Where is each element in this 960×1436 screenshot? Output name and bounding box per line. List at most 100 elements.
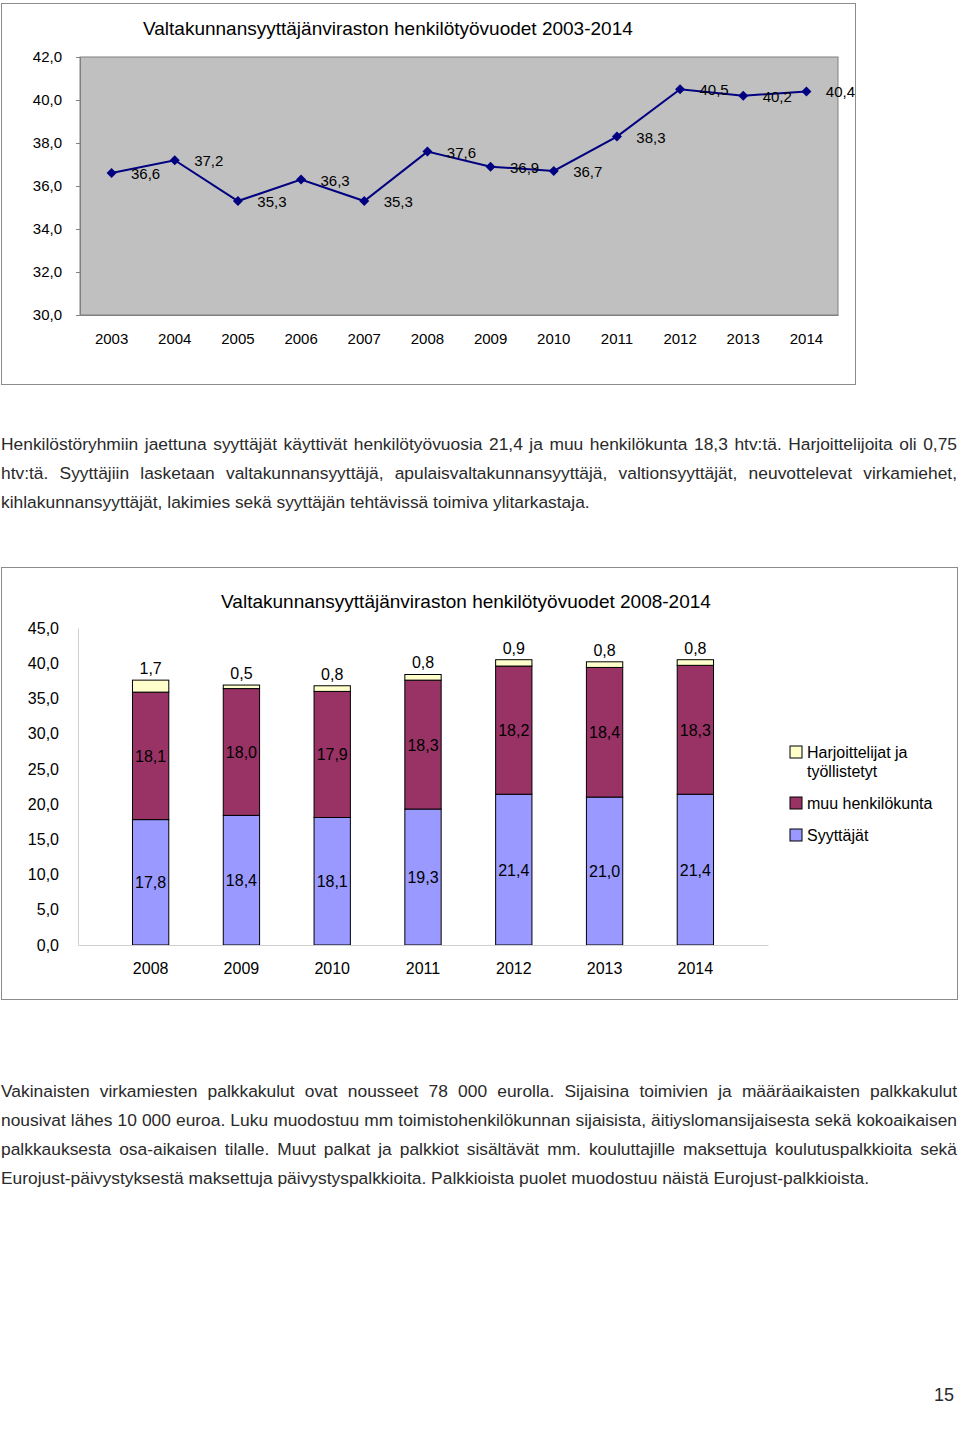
bar-segment — [132, 692, 168, 820]
x-tick-label: 2009 — [224, 960, 260, 977]
x-tick-label: 2006 — [284, 330, 317, 347]
x-axis-line — [81, 315, 839, 316]
x-tick: 2003 — [95, 315, 128, 347]
x-tick: 2014 — [678, 945, 714, 977]
legend-label: Harjoittelijat jatyöllistetyt — [807, 744, 908, 780]
x-axis: 2008200920102011201220132014 — [79, 945, 769, 977]
x-tick: 2009 — [474, 315, 507, 347]
bar-segment — [405, 680, 441, 809]
data-point — [612, 132, 622, 142]
y-tick-mark — [76, 315, 80, 316]
x-tick-label: 2009 — [474, 330, 507, 347]
data-line — [112, 89, 807, 201]
x-tick: 2004 — [158, 315, 191, 347]
y-tick-label: 40,0 — [28, 655, 59, 672]
y-tick-mark — [76, 143, 80, 144]
bar-segment — [314, 817, 350, 945]
data-label: 17,9 — [317, 746, 348, 763]
y-tick: 42,0 — [33, 48, 80, 65]
paragraph: Henkilöstöryhmiin jaettuna syyttäjät käy… — [1, 430, 957, 517]
line-chart: Valtakunnansyyttäjänviraston henkilötyöv… — [2, 4, 856, 385]
legend-item: muu henkilökunta — [790, 795, 933, 812]
data-label: 21,0 — [589, 863, 620, 880]
bar-segment — [314, 686, 350, 692]
data-point — [107, 168, 117, 178]
bar-segment — [223, 689, 259, 816]
x-tick-label: 2013 — [587, 960, 623, 977]
y-tick-label: 30,0 — [28, 725, 59, 742]
bar-segment — [223, 815, 259, 945]
y-tick: 20,0 — [28, 796, 78, 813]
bar-segment — [405, 674, 441, 680]
bar-segment — [677, 660, 713, 666]
legend-item: Syyttäjät — [790, 827, 869, 844]
y-tick-label: 30,0 — [33, 306, 62, 323]
bar-segment — [496, 666, 532, 794]
data-point — [233, 196, 243, 206]
x-tick: 2012 — [496, 945, 532, 977]
data-label: 36,6 — [131, 165, 160, 182]
y-tick-label: 25,0 — [28, 761, 59, 778]
y-tick-mark — [76, 272, 80, 273]
chart-frame — [2, 4, 856, 385]
y-tick: 35,0 — [28, 690, 78, 707]
y-tick-label: 32,0 — [33, 263, 62, 280]
chart-title: Valtakunnansyyttäjänviraston henkilötyöv… — [221, 591, 711, 612]
x-tick: 2011 — [406, 945, 441, 977]
legend-swatch — [790, 829, 802, 841]
data-point — [675, 84, 685, 94]
data-point — [486, 162, 496, 172]
bar-segment — [586, 797, 622, 945]
x-tick-label: 2008 — [411, 330, 444, 347]
data-label: 18,3 — [407, 737, 438, 754]
y-axis: 30,032,034,036,038,040,042,0 — [33, 48, 81, 323]
x-tick-label: 2005 — [221, 330, 254, 347]
data-label: 38,3 — [636, 129, 665, 146]
data-label: 21,4 — [498, 862, 529, 879]
x-tick-label: 2011 — [406, 960, 441, 977]
x-tick-label: 2004 — [158, 330, 191, 347]
y-tick-label: 40,0 — [33, 91, 62, 108]
x-tick: 2013 — [727, 315, 760, 347]
x-tick: 2008 — [133, 945, 169, 977]
y-tick-label: 20,0 — [28, 796, 59, 813]
x-tick: 2008 — [411, 315, 444, 347]
y-tick-label: 45,0 — [28, 620, 59, 637]
data-point — [170, 155, 180, 165]
y-tick: 30,0 — [33, 306, 80, 323]
bar-segment — [132, 680, 168, 692]
chart-frame — [2, 568, 958, 1000]
data-label: 0,8 — [684, 640, 706, 657]
y-tick-label: 15,0 — [28, 831, 59, 848]
legend-label: muu henkilökunta — [807, 795, 933, 812]
data-label: 1,7 — [140, 660, 162, 677]
y-tick-label: 36,0 — [33, 177, 62, 194]
data-label: 36,7 — [573, 163, 602, 180]
y-tick-label: 38,0 — [33, 134, 62, 151]
data-label: 18,1 — [317, 873, 348, 890]
x-tick: 2014 — [790, 315, 823, 347]
plot-marks — [132, 660, 713, 945]
legend-item: Harjoittelijat jatyöllistetyt — [790, 744, 908, 780]
plot-area — [80, 57, 838, 315]
y-tick-label: 10,0 — [28, 866, 59, 883]
data-label: 17,8 — [135, 874, 166, 891]
bar-segment — [586, 662, 622, 668]
page-number: 15 — [934, 1385, 954, 1406]
x-tick-label: 2003 — [95, 330, 128, 347]
data-labels: 17,818,418,119,321,421,021,418,118,017,9… — [135, 640, 711, 892]
y-tick-mark — [76, 100, 80, 101]
x-tick: 2012 — [663, 315, 696, 347]
data-label: 40,2 — [763, 88, 792, 105]
data-label: 18,3 — [680, 722, 711, 739]
y-axis-line — [78, 629, 79, 946]
plot-marks — [107, 84, 812, 206]
data-label: 18,4 — [226, 872, 257, 889]
x-tick-label: 2012 — [496, 960, 532, 977]
chart-title: Valtakunnansyyttäjänviraston henkilötyöv… — [143, 18, 633, 39]
data-point — [549, 166, 559, 176]
y-tick: 5,0 — [37, 901, 78, 918]
x-tick: 2010 — [537, 315, 570, 347]
data-label: 21,4 — [680, 862, 711, 879]
bar-segment — [496, 660, 532, 666]
